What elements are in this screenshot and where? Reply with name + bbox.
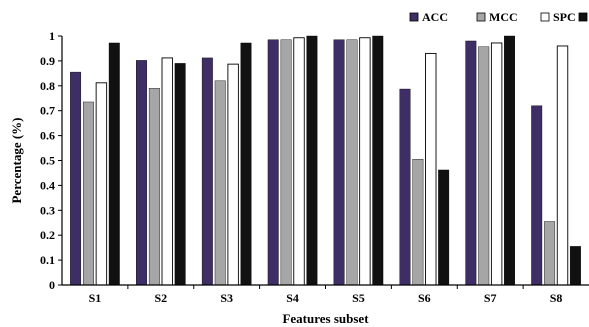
bar-acc-s3 xyxy=(201,57,213,286)
x-tick-label: S1 xyxy=(89,291,102,305)
chart-legend: ACCMCCSPCSN xyxy=(409,10,588,24)
x-axis-title: Features subset xyxy=(282,311,369,326)
bar-spc-s6 xyxy=(425,52,437,286)
legend-swatch-spc xyxy=(540,12,550,22)
bar-sn-s8 xyxy=(569,246,581,286)
bar-spc-s2 xyxy=(161,57,173,286)
y-tick-label: 0.4 xyxy=(40,178,55,192)
x-tick-label: S2 xyxy=(154,291,167,305)
bar-mcc-s4 xyxy=(280,39,292,286)
x-tick-label: S4 xyxy=(286,291,299,305)
x-axis-ticks: S1 S2 S3 S4 S5 S6 S7 S8 xyxy=(89,285,563,305)
x-tick-label: S5 xyxy=(352,291,365,305)
y-tick-label: 0.3 xyxy=(40,203,55,217)
bar-spc-s7 xyxy=(490,42,503,286)
legend-label-mcc: MCC xyxy=(489,10,518,24)
chart-bars xyxy=(70,35,581,286)
y-tick-label: 0.7 xyxy=(40,104,55,118)
y-tick-label: 0 xyxy=(49,278,55,292)
y-tick-label: 1 xyxy=(49,29,55,43)
bar-mcc-s5 xyxy=(346,39,358,286)
x-tick-label: S6 xyxy=(418,291,431,305)
y-axis-ticks: 0 0.1 0.2 0.3 0.4 0.5 0.6 0.7 0.8 0.9 1 xyxy=(40,29,62,292)
y-tick-label: 0.9 xyxy=(40,54,55,68)
bar-sn-s2 xyxy=(174,63,186,286)
bar-acc-s6 xyxy=(399,88,411,286)
x-tick-label: S3 xyxy=(220,291,233,305)
bar-sn-s4 xyxy=(306,35,318,286)
bar-sn-s1 xyxy=(108,42,120,286)
bar-sn-s5 xyxy=(372,35,384,286)
bar-spc-s1 xyxy=(95,82,108,286)
bar-acc-s2 xyxy=(136,60,147,286)
y-tick-label: 0.8 xyxy=(40,79,55,93)
bar-sn-s6 xyxy=(438,169,450,286)
y-axis-title: Percentage (%) xyxy=(9,117,24,203)
bar-spc-s4 xyxy=(293,37,305,286)
x-tick-label: S8 xyxy=(550,291,563,305)
legend-swatch-acc xyxy=(409,12,419,22)
bar-acc-s8 xyxy=(531,105,543,286)
bar-mcc-s8 xyxy=(544,221,556,286)
bar-acc-s5 xyxy=(333,39,345,286)
bar-acc-s4 xyxy=(267,39,279,286)
bar-sn-s7 xyxy=(504,35,515,286)
bar-mcc-s3 xyxy=(214,80,226,286)
x-tick-label: S7 xyxy=(484,291,497,305)
bar-acc-s1 xyxy=(70,71,82,286)
legend-swatch-sn xyxy=(578,12,588,22)
y-tick-label: 0.1 xyxy=(40,253,55,267)
bar-mcc-s7 xyxy=(478,46,490,286)
bar-mcc-s6 xyxy=(412,159,424,286)
bar-spc-s3 xyxy=(227,63,239,286)
bar-mcc-s1 xyxy=(83,101,94,286)
legend-label-spc: SPC xyxy=(553,10,576,24)
bar-spc-s5 xyxy=(359,37,371,286)
y-tick-label: 0.5 xyxy=(40,154,55,168)
legend-label-acc: ACC xyxy=(422,10,448,24)
y-tick-label: 0.6 xyxy=(40,129,55,143)
bar-acc-s7 xyxy=(465,40,477,286)
bar-mcc-s2 xyxy=(148,88,160,286)
bar-spc-s8 xyxy=(556,45,569,286)
legend-swatch-mcc xyxy=(476,12,486,22)
bar-sn-s3 xyxy=(240,42,252,286)
y-tick-label: 0.2 xyxy=(40,228,55,242)
